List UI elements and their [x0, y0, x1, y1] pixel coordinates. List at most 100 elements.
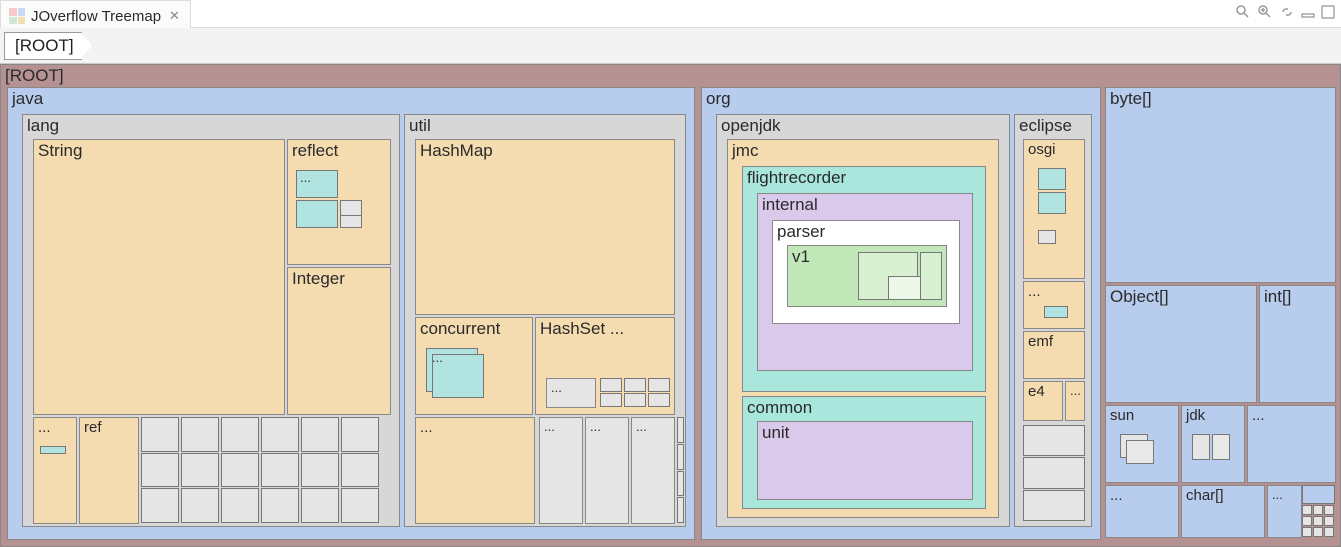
treemap-subcell[interactable] — [40, 446, 66, 454]
treemap-subcell[interactable] — [341, 417, 379, 452]
cell-string[interactable]: String — [33, 139, 285, 415]
treemap-subcell[interactable] — [301, 488, 339, 523]
treemap-subcell[interactable] — [181, 417, 219, 452]
treemap-subcell[interactable] — [677, 417, 684, 443]
treemap-subcell[interactable] — [685, 471, 686, 497]
treemap-subcell[interactable] — [1302, 505, 1312, 515]
cell-sun[interactable]: sun — [1105, 405, 1179, 483]
treemap-subcell[interactable] — [1302, 527, 1312, 537]
treemap-subcell[interactable] — [221, 488, 259, 523]
cell-root[interactable]: [ROOT]javalangStringreflect...Integer...… — [0, 64, 1341, 547]
cell-emf[interactable]: emf — [1023, 331, 1085, 379]
treemap-subcell[interactable] — [1313, 527, 1323, 537]
treemap-cell[interactable]: ... — [33, 417, 77, 524]
treemap-subcell[interactable] — [685, 497, 686, 523]
treemap-cell[interactable]: ... — [415, 417, 535, 524]
treemap-subcell[interactable] — [340, 215, 362, 228]
treemap-subcell[interactable] — [141, 488, 179, 523]
treemap-subcell[interactable] — [677, 444, 684, 470]
treemap-subcell[interactable] — [1302, 485, 1335, 504]
treemap-subcell[interactable] — [221, 417, 259, 452]
treemap-subcell[interactable] — [685, 444, 686, 470]
treemap-subcell[interactable] — [1313, 505, 1323, 515]
treemap-subcell[interactable] — [261, 453, 299, 488]
cell-reflect[interactable]: reflect... — [287, 139, 391, 265]
treemap-subcell[interactable] — [685, 417, 686, 443]
treemap-subcell[interactable] — [301, 453, 339, 488]
treemap-subcell[interactable] — [677, 471, 684, 497]
cell-common[interactable]: commonunit — [742, 396, 986, 509]
treemap-cell[interactable]: ... — [539, 417, 583, 524]
cell-unit[interactable]: unit — [757, 421, 973, 500]
cell-internal[interactable]: internalparserv1 — [757, 193, 973, 371]
focus-icon[interactable] — [1235, 4, 1251, 20]
treemap-cell[interactable]: ... — [1247, 405, 1336, 483]
treemap-subcell[interactable] — [141, 417, 179, 452]
treemap-cell[interactable]: ... — [546, 378, 596, 408]
treemap-subcell[interactable] — [301, 417, 339, 452]
treemap-subcell[interactable] — [1044, 306, 1068, 318]
cell-e4[interactable]: e4 — [1023, 381, 1063, 421]
treemap-subcell[interactable] — [600, 393, 622, 407]
cell-jmc[interactable]: jmcflightrecorderinternalparserv1commonu… — [727, 139, 999, 518]
treemap-subcell[interactable] — [1038, 192, 1066, 214]
treemap-subcell[interactable] — [1324, 505, 1334, 515]
treemap-subcell[interactable] — [624, 393, 646, 407]
cell-hashmap[interactable]: HashMap — [415, 139, 675, 315]
cell-osgi[interactable]: osgi — [1023, 139, 1085, 279]
treemap-subcell[interactable] — [1192, 434, 1210, 460]
cell-concurrent[interactable]: concurrent... — [415, 317, 533, 415]
treemap-cell[interactable]: ... — [1065, 381, 1085, 421]
treemap-subcell[interactable] — [141, 453, 179, 488]
cell-char-array[interactable]: char[] — [1181, 485, 1265, 538]
cell-object-array[interactable]: Object[] — [1105, 285, 1257, 403]
treemap-subcell[interactable] — [1023, 490, 1085, 521]
treemap-subcell[interactable] — [261, 488, 299, 523]
treemap-subcell[interactable] — [1038, 230, 1056, 244]
cell-ref[interactable]: ref — [79, 417, 139, 524]
treemap-cell[interactable]: ... — [1023, 281, 1085, 329]
maximize-icon[interactable] — [1321, 5, 1335, 19]
treemap-subcell[interactable] — [221, 453, 259, 488]
treemap-subcell[interactable] — [1324, 516, 1334, 526]
cell-jdk[interactable]: jdk — [1181, 405, 1245, 483]
cell-integer[interactable]: Integer — [287, 267, 391, 415]
treemap-canvas[interactable]: [ROOT]javalangStringreflect...Integer...… — [0, 64, 1341, 547]
treemap-subcell[interactable] — [1302, 516, 1312, 526]
close-icon[interactable]: ✕ — [167, 8, 180, 24]
cell-eclipse[interactable]: eclipseosgi...emfe4... — [1014, 114, 1092, 527]
treemap-subcell[interactable] — [1324, 527, 1334, 537]
treemap-subcell[interactable] — [1126, 440, 1154, 464]
minimize-icon[interactable] — [1301, 5, 1315, 19]
treemap-cell[interactable]: ... — [631, 417, 675, 524]
treemap-subcell[interactable] — [181, 488, 219, 523]
treemap-subcell[interactable] — [341, 488, 379, 523]
treemap-cell[interactable]: ... — [1105, 485, 1179, 538]
treemap-subcell[interactable] — [341, 453, 379, 488]
cell-int-array[interactable]: int[] — [1259, 285, 1336, 403]
treemap-subcell[interactable] — [1023, 425, 1085, 456]
link-icon[interactable] — [1279, 4, 1295, 20]
treemap-subcell[interactable] — [1023, 457, 1085, 488]
treemap-cell[interactable]: ... — [585, 417, 629, 524]
cell-java-util[interactable]: utilHashMapconcurrent...HashSet ........… — [404, 114, 686, 527]
treemap-subcell[interactable] — [1038, 168, 1066, 190]
cell-java-lang[interactable]: langStringreflect...Integer...ref — [22, 114, 400, 527]
cell-openjdk[interactable]: openjdkjmcflightrecorderinternalparserv1… — [716, 114, 1010, 527]
cell-hashset[interactable]: HashSet ...... — [535, 317, 675, 415]
cell-java[interactable]: javalangStringreflect...Integer...refuti… — [7, 87, 695, 540]
treemap-subcell[interactable] — [920, 252, 942, 300]
treemap-subcell[interactable] — [1212, 434, 1230, 460]
treemap-subcell[interactable] — [261, 417, 299, 452]
treemap-subcell[interactable] — [296, 200, 338, 228]
breadcrumb-root[interactable]: [ROOT] — [4, 32, 82, 60]
treemap-subcell[interactable] — [648, 393, 670, 407]
cell-flightrecorder[interactable]: flightrecorderinternalparserv1 — [742, 166, 986, 392]
treemap-cell[interactable]: ... — [1267, 485, 1302, 538]
treemap-subcell[interactable] — [600, 378, 622, 392]
cell-byte-array[interactable]: byte[] — [1105, 87, 1336, 283]
tab-joverflow-treemap[interactable]: JOverflow Treemap ✕ — [0, 0, 191, 28]
treemap-subcell[interactable] — [181, 453, 219, 488]
cell-parser[interactable]: parserv1 — [772, 220, 960, 324]
treemap-subcell[interactable] — [1313, 516, 1323, 526]
